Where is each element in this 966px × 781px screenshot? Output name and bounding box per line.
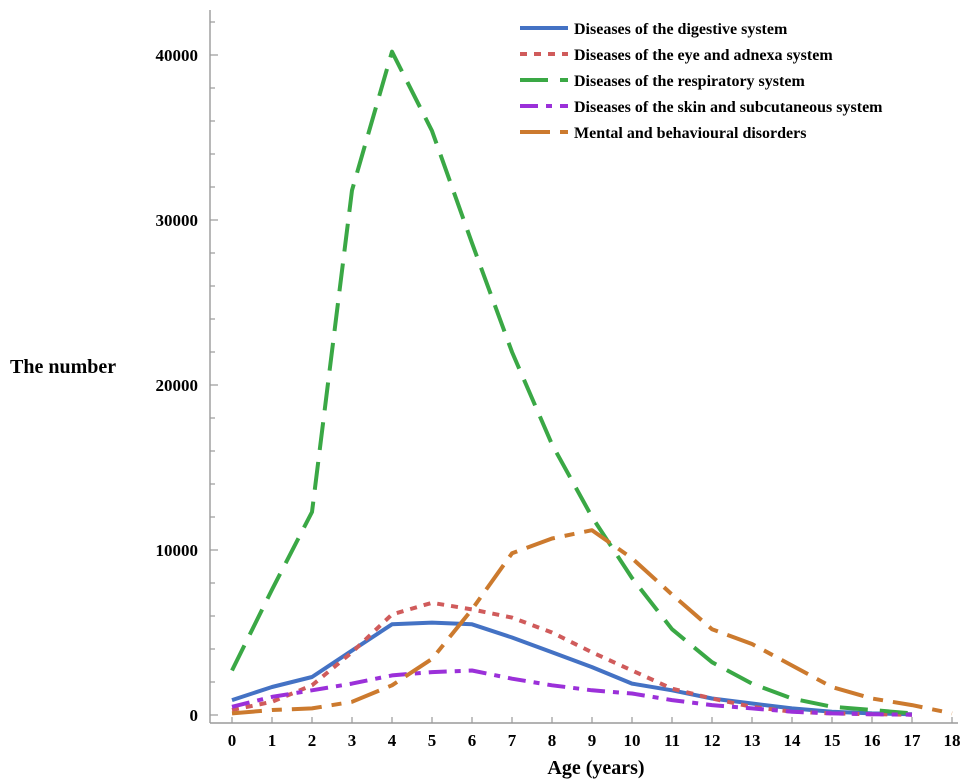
x-tick-label: 11 xyxy=(664,731,680,750)
x-tick-label: 9 xyxy=(588,731,597,750)
y-tick-label: 30000 xyxy=(156,211,199,230)
y-axis-title: The number xyxy=(10,356,116,378)
x-tick-label: 2 xyxy=(308,731,317,750)
x-tick-label: 5 xyxy=(428,731,437,750)
x-tick-label: 15 xyxy=(824,731,841,750)
series-line-5 xyxy=(231,528,953,716)
legend-label-4: Diseases of the skin and subcutaneous sy… xyxy=(574,99,883,116)
x-tick-label: 8 xyxy=(548,731,557,750)
x-ticks: 0 1 2 3 4 5 6 7 8 9 10 11 12 13 14 15 16 17 18 xyxy=(228,717,961,750)
x-tick-label: 7 xyxy=(508,731,517,750)
x-tick-label: 1 xyxy=(268,731,277,750)
legend-label-2: Diseases of the eye and adnexa system xyxy=(574,47,833,64)
x-axis-title: Age (years) xyxy=(547,757,644,779)
x-tick-label: 14 xyxy=(784,731,802,750)
x-tick-label: 12 xyxy=(704,731,721,750)
legend-label-5: Mental and behavioural disorders xyxy=(574,125,806,142)
y-tick-label: 40000 xyxy=(156,46,199,65)
series-line-4 xyxy=(231,668,913,717)
x-tick-label: 18 xyxy=(944,731,961,750)
y-ticks: 0 10000 20000 30000 40000 xyxy=(156,21,218,725)
y-tick-label: 10000 xyxy=(156,541,199,560)
x-tick-label: 3 xyxy=(348,731,357,750)
x-tick-label: 17 xyxy=(904,731,922,750)
x-tick-label: 4 xyxy=(388,731,397,750)
legend-label-1: Diseases of the digestive system xyxy=(574,21,788,38)
legend-label-3: Diseases of the respiratory system xyxy=(574,73,805,90)
x-tick-label: 0 xyxy=(228,731,237,750)
y-tick-label: 20000 xyxy=(156,376,199,395)
x-tick-label: 6 xyxy=(468,731,477,750)
x-tick-label: 16 xyxy=(864,731,881,750)
series-line-3 xyxy=(230,49,913,716)
series-lines xyxy=(230,49,953,717)
x-tick-label: 13 xyxy=(744,731,761,750)
x-tick-label: 10 xyxy=(624,731,641,750)
series-line-1 xyxy=(231,620,913,717)
y-tick-label: 0 xyxy=(190,706,199,725)
legend: Diseases of the digestive system Diseases… xyxy=(520,21,883,142)
